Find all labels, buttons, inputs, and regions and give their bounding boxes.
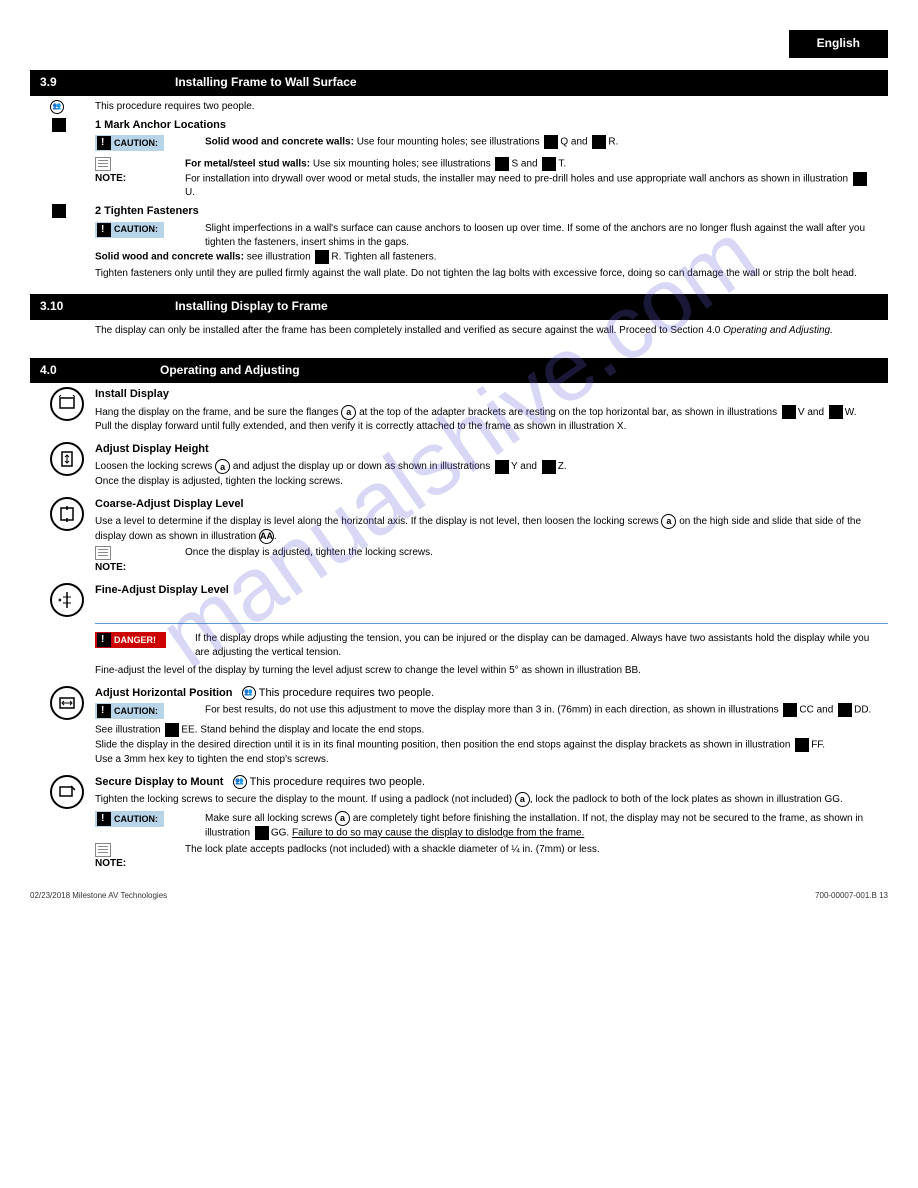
body-text: Use a 3mm hex key to tighten the end sto…: [95, 753, 878, 767]
step-header: Fine-Adjust Display Level: [95, 583, 878, 598]
section-title: Installing Frame to Wall Surface: [165, 70, 888, 96]
language-tab: English: [789, 30, 888, 58]
body-text: Hang the display on the frame, and be su…: [95, 405, 878, 420]
black-square-icon: [52, 204, 66, 218]
danger-text: If the display drops while adjusting the…: [125, 632, 878, 660]
body-text: Once the display is adjusted, tighten th…: [95, 475, 878, 489]
two-person-icon: 👥: [233, 775, 247, 789]
height-adjust-icon: [50, 442, 84, 476]
body-text: Loosen the locking screws a and adjust t…: [95, 459, 878, 474]
body-text: Fine-adjust the level of the display by …: [95, 664, 878, 678]
body-text: Tighten the locking screws to secure the…: [95, 792, 878, 807]
step-header: Adjust Display Height: [95, 442, 878, 457]
caution-text: For best results, do not use this adjust…: [125, 703, 878, 723]
body-text: See illustration EE. Stand behind the di…: [95, 723, 878, 738]
caution-text: Solid wood and concrete walls: Use four …: [125, 135, 878, 155]
note-icon: [95, 843, 111, 857]
section-bar-3-9: 3.9 Installing Frame to Wall Surface: [30, 70, 888, 96]
step-header: Secure Display to Mount 👥 This procedure…: [95, 775, 878, 790]
fine-level-icon: [50, 583, 84, 617]
step-header: 2 Tighten Fasteners: [95, 204, 878, 219]
section-num: 3.9: [30, 70, 150, 96]
display-install-icon: [50, 387, 84, 421]
section-bar-3-10: 3.10 Installing Display to Frame: [30, 294, 888, 320]
section-bar-4-0: 4.0 Operating and Adjusting: [30, 358, 888, 384]
step-header: Install Display: [95, 387, 878, 402]
body-text: Solid wood and concrete walls: see illus…: [95, 250, 878, 265]
section-title: Installing Display to Frame: [165, 294, 888, 320]
divider: [95, 623, 888, 624]
step-header: 1 Mark Anchor Locations: [95, 118, 878, 133]
section-num: 3.10: [30, 294, 150, 320]
body-text: The display can only be installed after …: [95, 324, 888, 338]
black-square-icon: [52, 118, 66, 132]
body-text: Slide the display in the desired directi…: [95, 738, 878, 753]
footer-right: 700-00007-001.B 13: [815, 891, 888, 901]
note-icon: [95, 546, 111, 560]
caution-text: Make sure all locking screws a are compl…: [125, 811, 878, 841]
note-icon: [95, 157, 111, 171]
footer: 02/23/2018 Milestone AV Technologies 700…: [0, 891, 918, 911]
note-text: The lock plate accepts padlocks (not inc…: [125, 843, 878, 872]
body-text: Pull the display forward until fully ext…: [95, 420, 878, 434]
body-text: Tighten fasteners only until they are pu…: [95, 267, 878, 281]
level-adjust-icon: [50, 497, 84, 531]
step-header: Adjust Horizontal Position 👥 This proced…: [95, 686, 878, 701]
note-text: Once the display is adjusted, tighten th…: [125, 546, 878, 575]
secure-display-icon: [50, 775, 84, 809]
intro-text: This procedure requires two people.: [95, 101, 255, 112]
footer-left: 02/23/2018 Milestone AV Technologies: [30, 891, 167, 901]
section-num: 4.0: [30, 358, 150, 384]
step-header: Coarse-Adjust Display Level: [95, 497, 878, 512]
two-person-icon: 👥: [50, 100, 64, 114]
caution-text: Slight imperfections in a wall's surface…: [125, 222, 878, 250]
note-text: For metal/steel stud walls: Use six moun…: [125, 157, 878, 200]
section-title: Operating and Adjusting: [150, 358, 888, 384]
two-person-icon: 👥: [242, 686, 256, 700]
horizontal-adjust-icon: [50, 686, 84, 720]
body-text: Use a level to determine if the display …: [95, 514, 878, 544]
